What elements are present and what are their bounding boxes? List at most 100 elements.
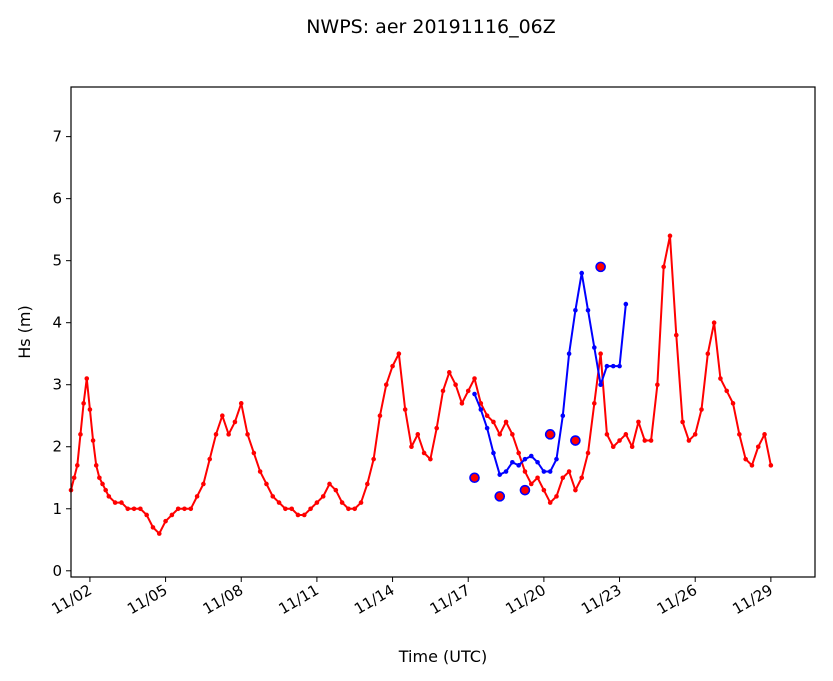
series-point-0 bbox=[743, 456, 748, 462]
series-point-0 bbox=[383, 382, 389, 388]
series-layer bbox=[68, 233, 774, 536]
observation-point bbox=[570, 435, 581, 446]
x-tick-label: 11/08 bbox=[200, 581, 246, 618]
series-point-0 bbox=[182, 506, 187, 512]
series-point-0 bbox=[314, 500, 320, 505]
series-point-0 bbox=[156, 531, 162, 536]
series-point-0 bbox=[661, 264, 666, 270]
series-point-0 bbox=[295, 512, 301, 518]
series-point-0 bbox=[232, 419, 238, 425]
series-point-0 bbox=[554, 494, 559, 499]
series-point-0 bbox=[308, 506, 313, 512]
x-tick-label: 11/29 bbox=[729, 581, 775, 618]
series-point-0 bbox=[207, 456, 213, 462]
plot-frame bbox=[70, 86, 816, 578]
series-point-0 bbox=[440, 388, 446, 394]
series-point-0 bbox=[648, 438, 654, 443]
series-point-0 bbox=[737, 432, 742, 437]
series-point-0 bbox=[365, 481, 370, 487]
y-tick-label: 2 bbox=[52, 438, 62, 456]
series-point-0 bbox=[377, 413, 383, 419]
series-point-0 bbox=[333, 487, 339, 493]
series-point-0 bbox=[81, 401, 86, 406]
series-point-0 bbox=[510, 432, 515, 437]
series-point-0 bbox=[718, 376, 723, 381]
series-point-0 bbox=[560, 475, 566, 481]
series-point-0 bbox=[352, 506, 358, 512]
series-point-0 bbox=[472, 376, 477, 381]
series-point-0 bbox=[358, 500, 364, 505]
series-point-0 bbox=[535, 475, 540, 481]
y-tick-label: 1 bbox=[52, 500, 62, 518]
series-point-0 bbox=[346, 506, 351, 512]
series-point-0 bbox=[87, 407, 93, 412]
series-point-0 bbox=[125, 506, 131, 512]
x-axis-label: Time (UTC) bbox=[398, 647, 487, 666]
series-point-1 bbox=[522, 456, 528, 462]
series-point-0 bbox=[71, 475, 77, 481]
series-point-0 bbox=[617, 438, 622, 443]
series-point-0 bbox=[251, 450, 257, 456]
series-point-0 bbox=[276, 500, 282, 505]
x-tick-label: 11/11 bbox=[275, 581, 321, 618]
series-point-0 bbox=[541, 487, 547, 493]
series-point-0 bbox=[226, 432, 231, 437]
series-point-0 bbox=[131, 506, 137, 512]
series-point-0 bbox=[270, 494, 276, 499]
series-point-0 bbox=[642, 438, 648, 443]
series-point-0 bbox=[655, 382, 660, 388]
y-tick-label: 5 bbox=[52, 252, 62, 270]
series-point-0 bbox=[415, 432, 421, 437]
series-point-0 bbox=[371, 456, 376, 462]
series-point-0 bbox=[459, 401, 465, 406]
series-point-0 bbox=[724, 388, 730, 394]
series-point-1 bbox=[554, 456, 559, 462]
series-point-0 bbox=[673, 332, 679, 338]
series-point-0 bbox=[686, 438, 692, 443]
series-point-0 bbox=[339, 500, 345, 505]
series-point-0 bbox=[484, 413, 490, 419]
series-point-0 bbox=[453, 382, 458, 388]
series-point-0 bbox=[138, 506, 143, 512]
series-point-0 bbox=[119, 500, 124, 505]
y-axis-ticks: 0 1 2 3 4 5 6 7 bbox=[52, 128, 71, 580]
series-point-0 bbox=[220, 413, 225, 419]
series-point-0 bbox=[592, 401, 597, 406]
series-point-0 bbox=[163, 518, 168, 524]
series-point-0 bbox=[390, 363, 395, 369]
series-point-0 bbox=[289, 506, 294, 512]
series-point-0 bbox=[579, 475, 585, 481]
y-tick-label: 4 bbox=[52, 314, 62, 332]
series-point-0 bbox=[629, 444, 635, 450]
x-tick-label: 11/02 bbox=[48, 581, 94, 618]
series-point-0 bbox=[103, 487, 108, 493]
series-point-0 bbox=[762, 432, 767, 437]
series-point-0 bbox=[636, 419, 641, 425]
x-tick-label: 11/23 bbox=[578, 581, 624, 618]
series-point-0 bbox=[497, 432, 503, 437]
series-point-1 bbox=[623, 301, 629, 307]
series-point-0 bbox=[112, 500, 118, 505]
series-point-0 bbox=[84, 376, 90, 381]
series-point-0 bbox=[447, 370, 452, 375]
series-point-0 bbox=[585, 450, 591, 456]
series-point-0 bbox=[90, 438, 96, 443]
series-point-1 bbox=[541, 469, 547, 474]
series-point-0 bbox=[264, 481, 269, 487]
series-point-1 bbox=[472, 391, 477, 397]
series-point-0 bbox=[327, 481, 332, 487]
series-point-0 bbox=[320, 494, 326, 499]
series-point-1 bbox=[510, 459, 515, 465]
series-point-0 bbox=[169, 512, 175, 518]
x-tick-label: 11/26 bbox=[654, 581, 700, 618]
series-point-0 bbox=[201, 481, 206, 487]
series-point-0 bbox=[755, 444, 761, 450]
series-point-0 bbox=[93, 463, 99, 468]
series-point-1 bbox=[484, 425, 490, 431]
series-point-0 bbox=[516, 450, 521, 456]
observation-point bbox=[595, 261, 606, 273]
series-point-1 bbox=[585, 307, 591, 313]
series-point-0 bbox=[100, 481, 105, 487]
series-point-0 bbox=[610, 444, 616, 450]
x-axis-ticks: 11/02 11/05 11/08 11/11 11/14 11/17 11/20 11/23… bbox=[48, 577, 776, 618]
